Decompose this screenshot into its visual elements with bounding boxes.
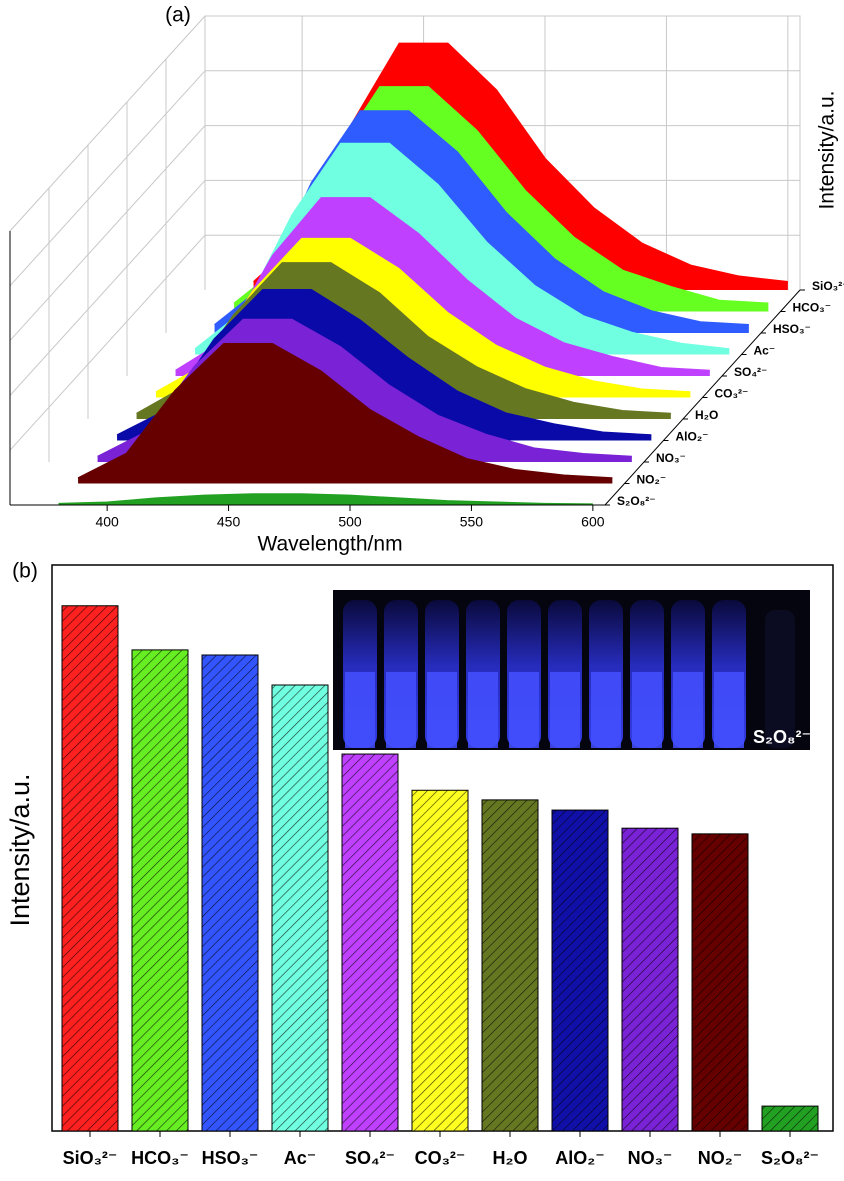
bar-hatch: [202, 654, 258, 1131]
tube-liquid: [427, 672, 457, 748]
bar-hatch: [342, 754, 398, 1131]
bar-hatch: [622, 828, 678, 1131]
x-tick-label: 450: [217, 514, 241, 530]
x-tick-label: Ac⁻: [284, 1148, 317, 1168]
series-label: H₂O: [695, 408, 718, 422]
wall-line: [9, 180, 206, 396]
depth-axis: [604, 289, 801, 506]
spectrum-line: [116, 289, 652, 436]
inset-photo: [333, 590, 810, 750]
tube: [765, 610, 795, 748]
tube-liquid: [550, 672, 580, 748]
spectrum-line: [58, 493, 593, 505]
series-label: CO₃²⁻: [715, 387, 749, 401]
series-label: S₂O₈²⁻: [617, 494, 656, 508]
spectrum-line: [77, 343, 613, 479]
series-label: NO₂⁻: [637, 473, 667, 487]
back-wall: [204, 15, 801, 290]
tube-liquid: [509, 672, 539, 748]
panel-label: (a): [165, 4, 191, 27]
series-label: Ac⁻: [754, 344, 776, 358]
x-tick-label: H₂O: [493, 1148, 528, 1168]
bar-hatch: [412, 790, 468, 1131]
bar-hatch: [552, 810, 608, 1131]
x-tick-label: HSO₃⁻: [202, 1148, 259, 1168]
x-tick-label: 500: [338, 514, 362, 530]
x-tick-label: CO₃²⁻: [415, 1148, 466, 1168]
spectrum-area: [78, 343, 613, 484]
bar-hatch: [762, 1106, 818, 1131]
x-tick-label: AlO₂⁻: [555, 1148, 605, 1168]
x-tick-label: SiO₃²⁻: [63, 1148, 118, 1168]
tube-liquid: [591, 672, 621, 748]
tube-liquid: [386, 672, 416, 748]
bar-hatch: [692, 833, 748, 1131]
y-axis-title: Intensity/a.u.: [816, 90, 839, 209]
tube-liquid: [345, 672, 375, 748]
spectrum-line: [97, 318, 632, 458]
series-label: NO₃⁻: [656, 451, 686, 465]
series-label: HCO₃⁻: [793, 301, 832, 315]
wall-line: [9, 234, 206, 451]
bar-hatch: [62, 605, 118, 1131]
tube-liquid: [632, 672, 662, 748]
tube-liquid: [673, 672, 703, 748]
bar-hatch: [272, 684, 328, 1131]
series-label: SO₄²⁻: [734, 365, 767, 379]
inset-label: S₂O₈²⁻: [753, 727, 811, 747]
x-tick-label: NO₂⁻: [698, 1148, 743, 1168]
spectrum-line: [175, 197, 710, 372]
x-tick-label: NO₃⁻: [628, 1148, 673, 1168]
x-tick-label: 400: [95, 514, 119, 530]
x-tick-label: S₂O₈²⁻: [761, 1148, 819, 1168]
tube-liquid: [468, 672, 498, 748]
bar-hatch: [132, 649, 188, 1131]
panel-label: (b): [12, 560, 38, 583]
wall-line: [9, 125, 206, 341]
spectrum-line: [194, 142, 730, 350]
tube-liquid: [714, 672, 744, 748]
series-label: AlO₂⁻: [676, 430, 709, 444]
series-label: SiO₃²⁻: [812, 279, 844, 293]
wall-line: [9, 70, 206, 287]
y-axis-title: Intensity/a.u.: [5, 773, 35, 926]
x-tick-label: 600: [581, 514, 605, 530]
series-label: HSO₃⁻: [773, 322, 811, 336]
x-tick-label: SO₄²⁻: [345, 1148, 395, 1168]
bar-hatch: [482, 799, 538, 1131]
x-tick-label: 550: [460, 514, 484, 530]
x-tick-label: HCO₃⁻: [131, 1148, 189, 1168]
x-axis-title: Wavelength/nm: [257, 533, 402, 556]
